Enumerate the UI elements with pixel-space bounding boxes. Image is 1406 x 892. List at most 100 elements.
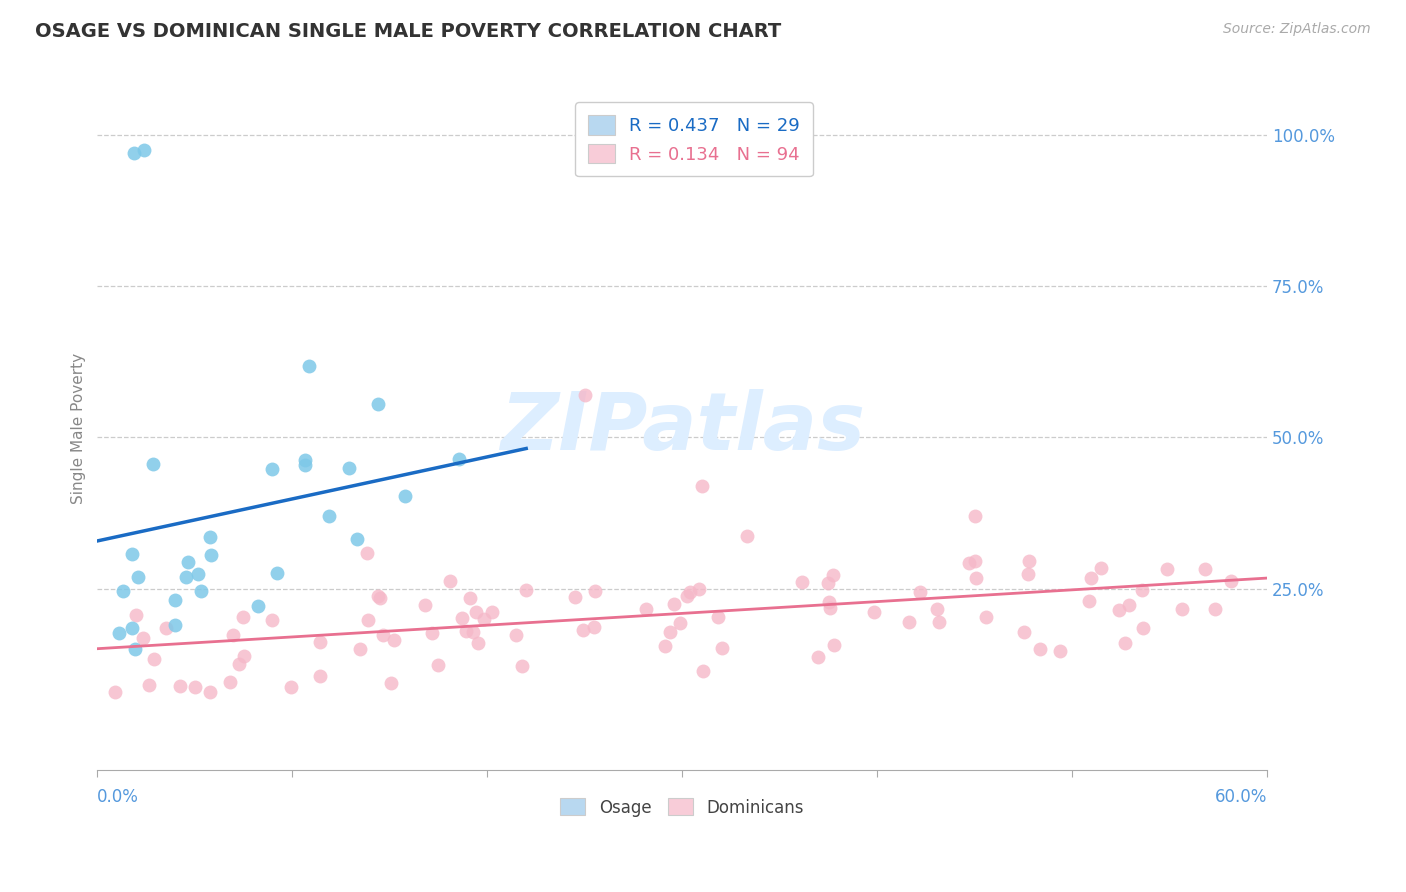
Point [1156, 562, 1178, 576]
Point [669, 616, 692, 631]
Point [367, 397, 389, 411]
Point [169, 680, 191, 694]
Point [1049, 644, 1071, 658]
Point [564, 590, 586, 604]
Point [963, 508, 986, 523]
Point [464, 605, 486, 619]
Point [368, 591, 391, 605]
Text: 0.0%: 0.0% [97, 789, 139, 806]
Point [927, 601, 949, 615]
Point [198, 685, 221, 699]
Point [862, 605, 884, 619]
Point [458, 591, 481, 605]
Point [659, 625, 682, 640]
Point [1114, 636, 1136, 650]
Point [1029, 642, 1052, 657]
Point [200, 549, 222, 563]
Point [266, 566, 288, 581]
Point [187, 566, 209, 581]
Point [232, 649, 254, 664]
Point [108, 625, 131, 640]
Point [1080, 571, 1102, 585]
Point [394, 489, 416, 503]
Point [420, 625, 443, 640]
Point [450, 611, 472, 625]
Point [678, 584, 700, 599]
Point [142, 652, 165, 666]
Point [963, 554, 986, 568]
Point [1017, 567, 1039, 582]
Point [346, 532, 368, 546]
Point [1077, 593, 1099, 607]
Point [474, 612, 496, 626]
Point [688, 582, 710, 596]
Point [634, 601, 657, 615]
Point [382, 632, 405, 647]
Point [481, 605, 503, 619]
Point [1108, 602, 1130, 616]
Point [965, 571, 987, 585]
Point [262, 613, 284, 627]
Point [1090, 560, 1112, 574]
Point [380, 676, 402, 690]
Point [821, 568, 844, 582]
Point [505, 628, 527, 642]
Point [298, 359, 321, 373]
Point [690, 478, 713, 492]
Point [426, 657, 449, 672]
Text: ZIPatlas: ZIPatlas [499, 389, 865, 467]
Point [792, 575, 814, 590]
Point [1118, 598, 1140, 612]
Point [711, 640, 734, 655]
Point [349, 642, 371, 657]
Point [818, 594, 841, 608]
Point [371, 628, 394, 642]
Point [138, 678, 160, 692]
Point [510, 658, 533, 673]
Point [574, 388, 596, 402]
Point [356, 546, 378, 560]
Point [1220, 574, 1243, 588]
Point [142, 457, 165, 471]
Point [121, 547, 143, 561]
Point [357, 613, 380, 627]
Point [367, 589, 389, 603]
Point [125, 608, 148, 623]
Point [583, 583, 606, 598]
Point [124, 145, 146, 160]
Point [221, 628, 243, 642]
Point [198, 530, 221, 544]
Point [654, 639, 676, 653]
Point [817, 575, 839, 590]
Point [807, 650, 830, 665]
Point [676, 589, 699, 603]
Point [454, 624, 477, 638]
Point [308, 669, 330, 683]
Point [897, 615, 920, 629]
Point [219, 674, 242, 689]
Point [260, 461, 283, 475]
Point [155, 621, 177, 635]
Text: OSAGE VS DOMINICAN SINGLE MALE POVERTY CORRELATION CHART: OSAGE VS DOMINICAN SINGLE MALE POVERTY C… [35, 22, 782, 41]
Point [461, 625, 484, 640]
Point [1194, 562, 1216, 576]
Point [165, 593, 187, 607]
Point [413, 599, 436, 613]
Point [127, 570, 149, 584]
Point [449, 452, 471, 467]
Point [318, 508, 340, 523]
Point [662, 598, 685, 612]
Text: 60.0%: 60.0% [1215, 789, 1267, 806]
Point [467, 636, 489, 650]
Point [104, 685, 127, 699]
Legend: Osage, Dominicans: Osage, Dominicans [554, 792, 810, 823]
Point [1012, 625, 1035, 640]
Point [1130, 583, 1153, 598]
Point [974, 609, 997, 624]
Point [280, 680, 302, 694]
Point [308, 635, 330, 649]
Point [1171, 602, 1194, 616]
Point [1204, 601, 1226, 615]
Point [1132, 621, 1154, 635]
Point [735, 529, 758, 543]
